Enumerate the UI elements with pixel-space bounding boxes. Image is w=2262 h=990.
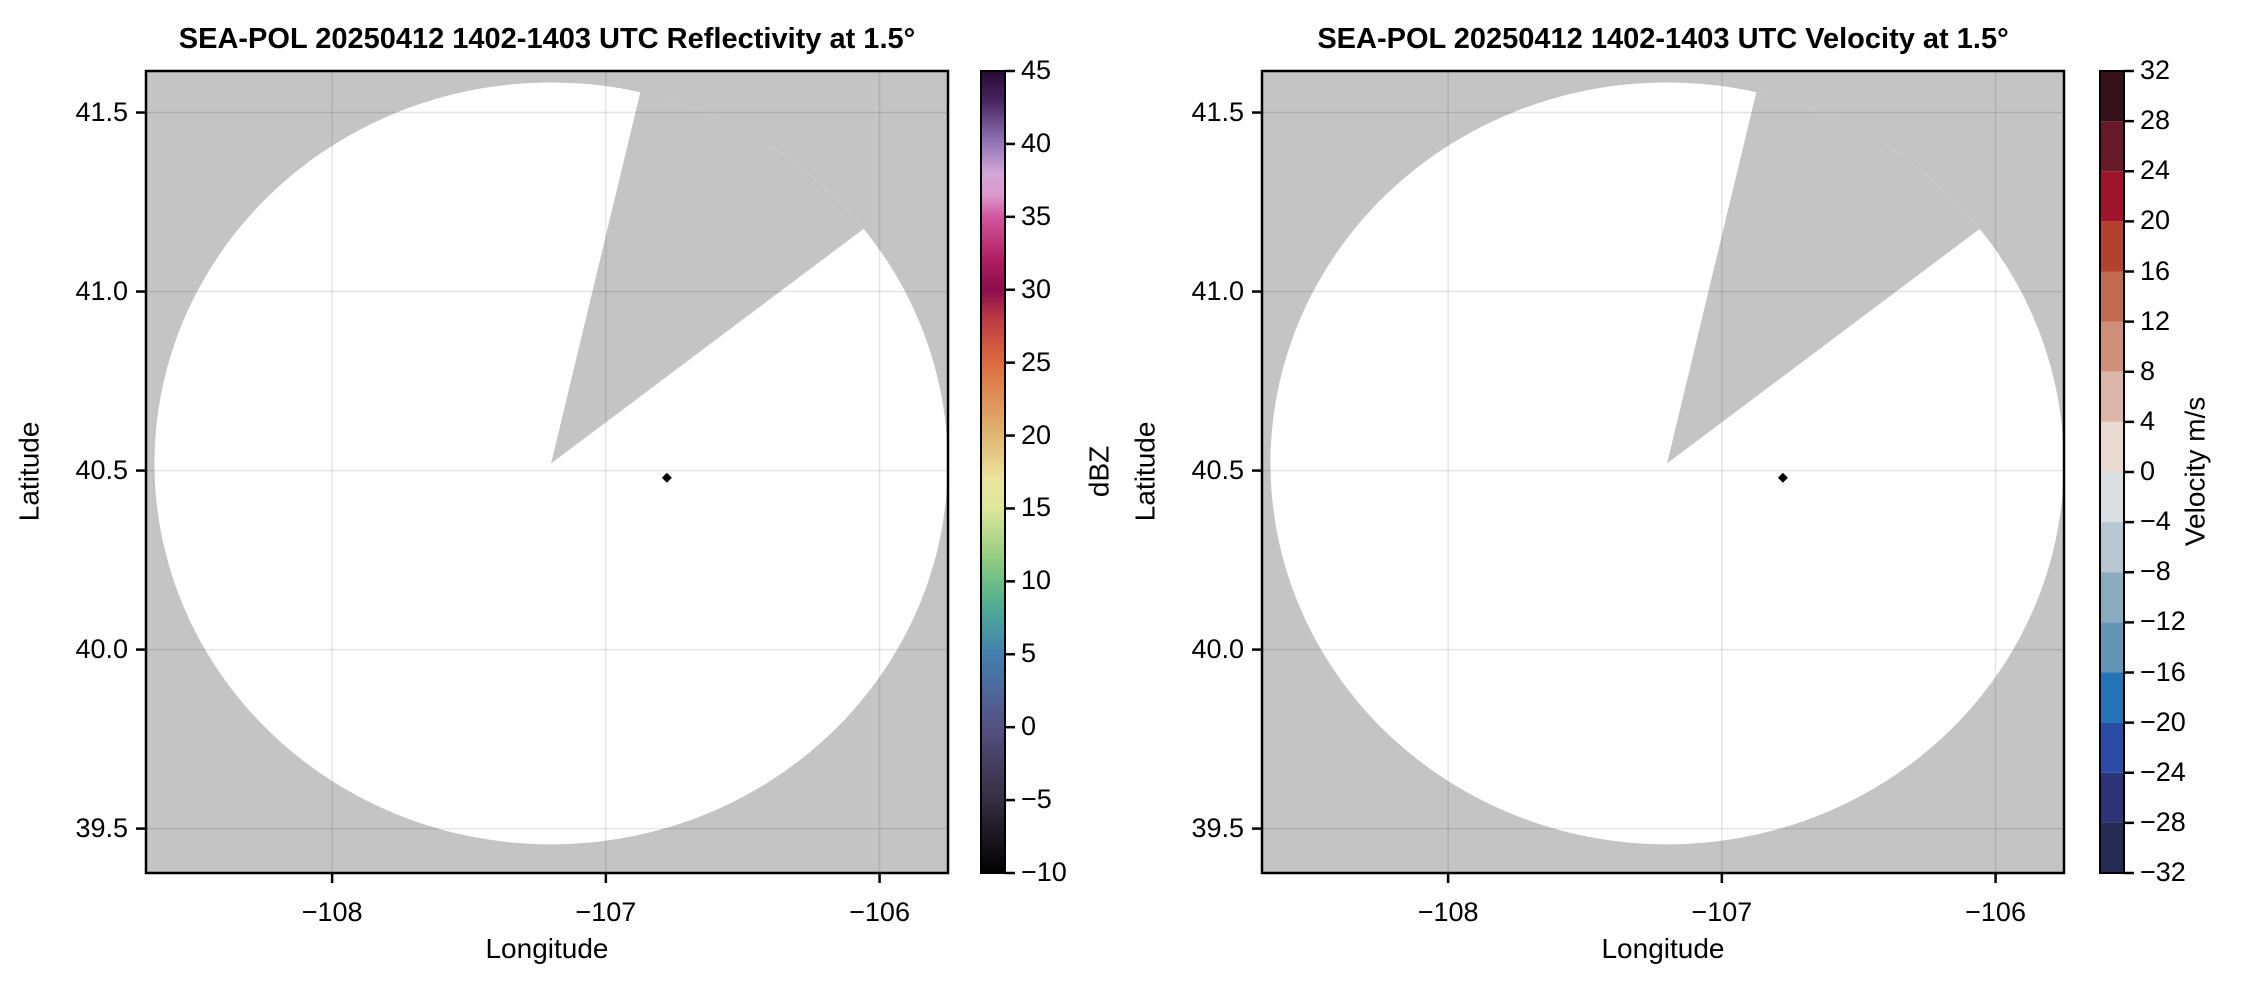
colorbar-tick-label: 45 xyxy=(1021,55,1052,85)
colorbar-tick-label: 30 xyxy=(1021,273,1052,304)
colorbar-block xyxy=(2100,522,2124,573)
colorbar-tick-label: −10 xyxy=(1021,857,1067,887)
colorbar-tick-label: 16 xyxy=(2140,255,2171,286)
x-tick-label: −106 xyxy=(1965,897,2026,927)
colorbar-tick-label: −16 xyxy=(2140,656,2186,687)
colorbar-tick-label: 20 xyxy=(1021,419,1052,450)
colorbar-tick-label: −8 xyxy=(2140,556,2171,587)
colorbar-block xyxy=(2100,321,2124,372)
x-tick-label: −108 xyxy=(301,897,363,927)
colorbar-block xyxy=(2100,271,2124,322)
velocity-x-axis-label: Longitude xyxy=(1601,933,1725,964)
colorbar-block xyxy=(2100,121,2124,172)
colorbar-tick-label: −5 xyxy=(1021,784,1052,815)
radar-echo-marker-diamond xyxy=(1777,472,1788,483)
colorbar-block xyxy=(2100,371,2124,422)
colorbar-tick-label: 28 xyxy=(2140,105,2171,136)
colorbar-tick-label: 0 xyxy=(2140,456,2156,486)
colorbar-block xyxy=(2100,171,2124,222)
colorbar-block xyxy=(2100,421,2124,472)
colorbar-tick-label: 12 xyxy=(2140,305,2171,336)
y-tick-label: 40.0 xyxy=(1191,633,1244,664)
velocity-plot xyxy=(1252,69,2134,883)
y-tick-label: 40.0 xyxy=(75,633,128,664)
reflectivity-plot xyxy=(136,69,1015,883)
colorbar-tick-label: 35 xyxy=(1021,200,1052,231)
colorbar-tick-label: 32 xyxy=(2140,55,2171,85)
x-tick-label: −106 xyxy=(849,897,910,927)
x-tick-label: −107 xyxy=(575,897,637,927)
reflectivity-panel-title: SEA-POL 20250412 1402-1403 UTC Reflectiv… xyxy=(178,23,916,55)
colorbar-tick-label: −12 xyxy=(2140,606,2186,637)
velocity-panel-title: SEA-POL 20250412 1402-1403 UTC Velocity … xyxy=(1317,23,2009,55)
y-tick-label: 41.5 xyxy=(75,96,128,127)
colorbar-tick-label: 4 xyxy=(2140,405,2156,436)
colorbar-block xyxy=(2100,71,2124,122)
colorbar-tick-label: −32 xyxy=(2140,857,2186,887)
colorbar-block xyxy=(2100,572,2124,623)
y-tick-label: 41.5 xyxy=(1191,96,1244,127)
y-tick-label: 39.5 xyxy=(75,812,128,843)
colorbar-block xyxy=(2100,672,2124,723)
colorbar-tick-label: 15 xyxy=(1021,492,1052,523)
x-tick-label: −108 xyxy=(1417,897,1479,927)
colorbar-gradient xyxy=(981,71,1005,873)
colorbar-block xyxy=(2100,822,2124,873)
colorbar-tick-label: 10 xyxy=(1021,565,1052,596)
y-tick-label: 40.5 xyxy=(1191,454,1244,485)
colorbar-tick-label: −4 xyxy=(2140,506,2171,537)
plot-border xyxy=(1260,69,2066,875)
reflectivity-x-axis-label: Longitude xyxy=(485,933,609,964)
colorbar-tick-label: 24 xyxy=(2140,155,2171,186)
colorbar-tick-label: 5 xyxy=(1021,638,1037,669)
y-tick-label: 41.0 xyxy=(75,275,128,306)
x-tick-label: −107 xyxy=(1691,897,1753,927)
colorbar-tick-label: 25 xyxy=(1021,346,1052,377)
colorbar-border xyxy=(980,70,1006,874)
y-tick-label: 39.5 xyxy=(1191,812,1244,843)
colorbar-block xyxy=(2100,772,2124,823)
colorbar-tick-label: 40 xyxy=(1021,127,1052,158)
colorbar-block xyxy=(2100,472,2124,523)
colorbar-block xyxy=(2100,221,2124,272)
plot-border xyxy=(144,69,950,875)
missing-sector-wedge xyxy=(1667,92,1980,464)
colorbar-block xyxy=(2100,722,2124,773)
radar-echo-marker-diamond xyxy=(661,472,672,483)
y-tick-label: 40.5 xyxy=(75,454,128,485)
colorbar-tick-label: −28 xyxy=(2140,806,2186,837)
colorbar-tick-label: 20 xyxy=(2140,205,2171,236)
y-tick-label: 41.0 xyxy=(1191,275,1244,306)
colorbar-tick-label: −24 xyxy=(2140,756,2186,787)
colorbar-block xyxy=(2100,622,2124,673)
colorbar-tick-label: −20 xyxy=(2140,706,2186,737)
colorbar-tick-label: 0 xyxy=(1021,711,1037,742)
missing-sector-wedge xyxy=(551,92,864,464)
colorbar-tick-label: 8 xyxy=(2140,355,2156,386)
